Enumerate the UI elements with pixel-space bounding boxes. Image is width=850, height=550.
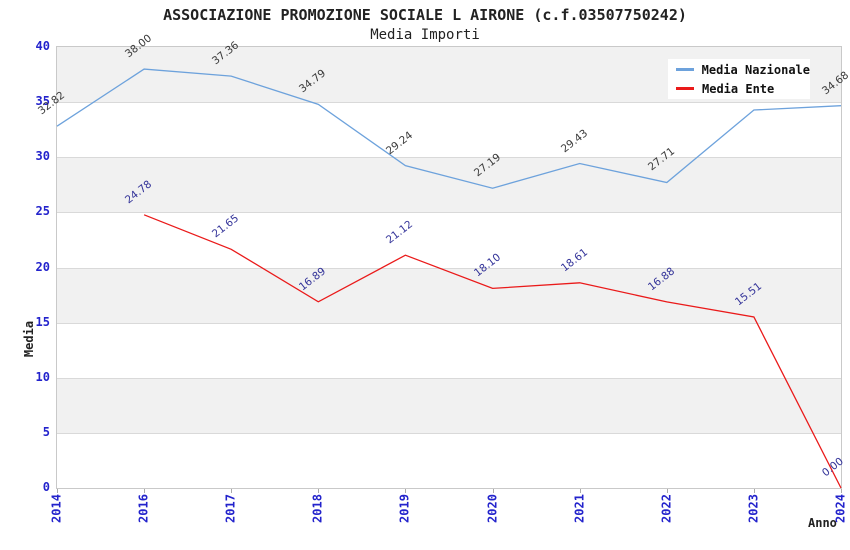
legend-item-label: Media Nazionale xyxy=(701,62,810,77)
legend: Media Nazionale Media Ente xyxy=(668,59,810,99)
x-tick-mark xyxy=(579,489,581,493)
y-tick-label: 0 xyxy=(42,480,50,494)
y-tick-label: 30 xyxy=(35,149,50,164)
y-tick-label: 40 xyxy=(35,39,50,53)
plot-band xyxy=(57,267,841,323)
x-tick-mark xyxy=(666,489,668,493)
x-tick-mark xyxy=(57,489,58,493)
gridline xyxy=(57,432,841,434)
chart-subtitle: Media Importi xyxy=(370,27,480,43)
x-tick-mark xyxy=(492,489,494,493)
legend-item: Media Ente xyxy=(676,82,810,96)
x-tick-mark xyxy=(318,489,320,493)
plot-band xyxy=(57,377,841,433)
x-tick-mark xyxy=(144,489,146,493)
gridline xyxy=(57,322,841,324)
gridline xyxy=(57,377,841,379)
x-tick-mark xyxy=(231,489,233,493)
x-tick-label: 2014 xyxy=(49,494,64,523)
x-tick-mark xyxy=(841,489,842,493)
x-axis-title: Anno xyxy=(808,516,837,530)
x-tick-label: 2020 xyxy=(485,494,500,523)
gridline xyxy=(57,267,841,269)
legend-line-swatch xyxy=(676,87,694,90)
x-tick-mark xyxy=(405,489,407,493)
x-tick-label: 2019 xyxy=(397,494,412,523)
gridline xyxy=(57,157,841,159)
plot-area xyxy=(56,46,842,489)
chart-title: ASSOCIAZIONE PROMOZIONE SOCIALE L AIRONE… xyxy=(163,6,687,24)
y-tick-label: 10 xyxy=(35,369,50,384)
legend-line-swatch xyxy=(676,68,694,71)
plot-band xyxy=(57,157,841,213)
x-tick-label: 2018 xyxy=(310,494,325,523)
x-tick-label: 2023 xyxy=(746,494,761,523)
legend-item: Media Nazionale xyxy=(676,63,810,77)
x-tick-label: 2022 xyxy=(659,494,674,523)
x-tick-label: 2021 xyxy=(572,494,587,523)
legend-item-label: Media Ente xyxy=(702,81,775,96)
gridline xyxy=(57,212,841,214)
gridline xyxy=(57,102,841,104)
x-tick-label: 2016 xyxy=(136,494,151,523)
y-tick-label: 35 xyxy=(35,94,50,109)
x-tick-label: 2017 xyxy=(223,494,238,523)
y-tick-label: 15 xyxy=(35,314,50,329)
y-axis-title: Media xyxy=(22,320,36,358)
y-tick-label: 25 xyxy=(35,204,50,219)
x-tick-mark xyxy=(753,489,755,493)
y-tick-label: 20 xyxy=(35,259,50,274)
y-tick-label: 5 xyxy=(42,424,50,439)
